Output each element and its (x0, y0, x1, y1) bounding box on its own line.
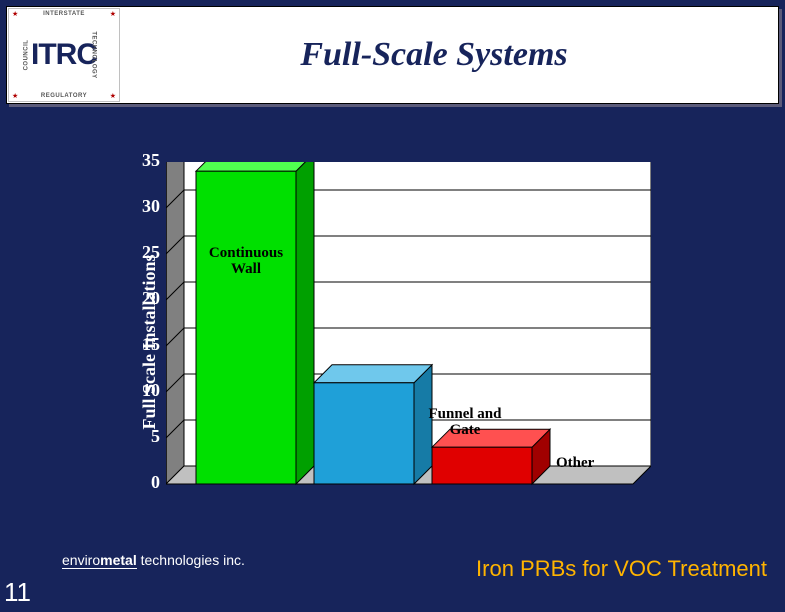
star-icon: ★ (110, 92, 116, 100)
chart-y-tick: 0 (130, 472, 160, 493)
chart-y-tick: 10 (130, 380, 160, 401)
attrib-bold: metal (100, 552, 137, 568)
slide-subtitle: Iron PRBs for VOC Treatment (476, 556, 767, 582)
chart-y-tick: 20 (130, 288, 160, 309)
logo-border-top: INTERSTATE (43, 11, 85, 17)
star-icon: ★ (110, 10, 116, 18)
star-icon: ★ (12, 10, 18, 18)
logo-border-right: TECHNOLOGY (90, 31, 96, 78)
chart-y-tick: 25 (130, 242, 160, 263)
chart-canvas (166, 162, 651, 502)
logo-border-bottom: REGULATORY (41, 93, 87, 99)
logo-text: ITRC (31, 38, 97, 72)
chart-y-tick: 5 (130, 426, 160, 447)
logo-border-left: COUNCIL (23, 40, 29, 71)
itrc-logo: ★ ★ ★ ★ INTERSTATE TECHNOLOGY REGULATORY… (8, 8, 120, 102)
attrib-prefix: enviro (62, 552, 100, 568)
title-bar: ★ ★ ★ ★ INTERSTATE TECHNOLOGY REGULATORY… (6, 6, 779, 104)
chart-bar-label: Other (556, 455, 626, 472)
chart-bar-label: Funnel and Gate (426, 406, 504, 439)
page-title: Full-Scale Systems (130, 36, 778, 74)
attrib-suffix: technologies inc. (137, 552, 245, 568)
attribution-text: envirometal technologies inc. (62, 552, 245, 568)
star-icon: ★ (12, 92, 18, 100)
chart-bar-label: Continuous Wall (196, 245, 296, 278)
installations-chart: Full Scale Installations 35302520151050 … (90, 162, 670, 522)
chart-y-tick: 30 (130, 196, 160, 217)
slide-number: 11 (4, 577, 31, 608)
chart-y-tick: 15 (130, 334, 160, 355)
chart-y-tick: 35 (130, 150, 160, 171)
